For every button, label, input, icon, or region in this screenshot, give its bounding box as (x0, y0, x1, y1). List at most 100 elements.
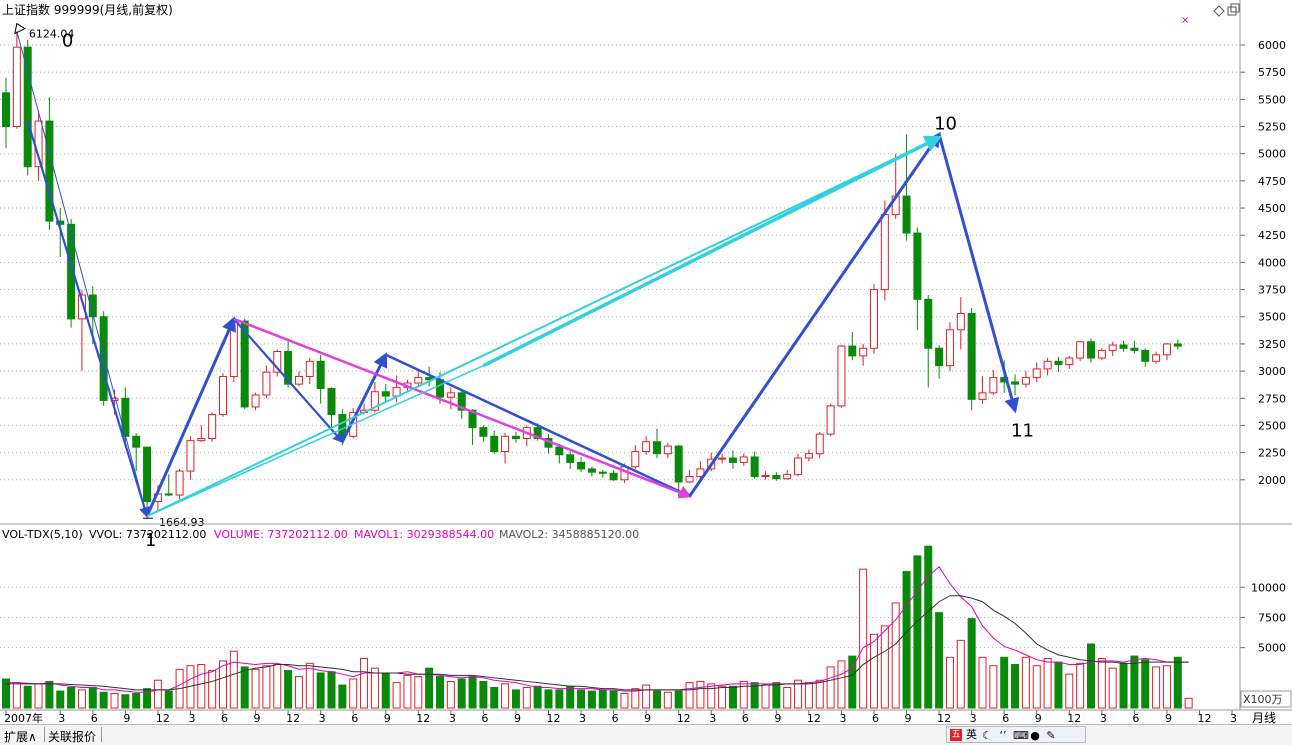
restore-icon[interactable] (1227, 3, 1240, 16)
time-tick-label: 9 (384, 712, 391, 725)
volume-bar (446, 680, 455, 709)
volume-bar (67, 686, 76, 709)
ime-toolbar[interactable]: 五 英 ☾ ‘’ ⌨ ● ✎ (946, 726, 1086, 743)
price-tick-label: 3500 (1258, 311, 1286, 324)
time-tick-label: 6 (872, 712, 879, 725)
volume-bar (143, 688, 152, 709)
wave-line (341, 352, 388, 443)
volume-bar (945, 656, 954, 709)
volume-bar (880, 625, 889, 709)
ime-lang-toggle[interactable]: 英 (966, 727, 977, 741)
time-tick-label: 9 (514, 712, 521, 725)
wave-line (385, 353, 692, 498)
volume-bar (1021, 656, 1030, 709)
volume-bar (1043, 657, 1052, 709)
candle-body (56, 220, 65, 225)
candle-body (414, 377, 423, 384)
price-tick-label: 4750 (1258, 175, 1286, 188)
wave-line (233, 317, 692, 499)
volume-bar (978, 656, 987, 709)
candle-body (685, 476, 694, 483)
time-tick-label: 9 (254, 712, 261, 725)
volume-bar (77, 689, 86, 709)
volume-bar (696, 680, 705, 709)
moon-icon[interactable]: ☾ (982, 728, 992, 742)
volume-bar (956, 639, 965, 709)
volume-bar (707, 683, 716, 709)
wave-number-label: 0 (62, 31, 73, 52)
ime-logo-icon[interactable]: 五 (950, 728, 962, 741)
volume-bar (848, 655, 857, 709)
volume-bar (902, 571, 911, 709)
candle-body (511, 435, 520, 439)
volume-bar (653, 690, 661, 709)
candle-body (1032, 368, 1041, 379)
candle-body (479, 427, 488, 437)
volume-bar (1130, 655, 1139, 709)
candle-body (794, 457, 803, 475)
candle-body (967, 312, 976, 400)
tab-divider (44, 727, 45, 742)
candle-body (587, 468, 596, 473)
volume-bar (370, 667, 379, 709)
volume-bar (1097, 657, 1106, 709)
tab-related-quotes[interactable]: 关联报价 (48, 730, 97, 744)
time-tick-label: 3 (1230, 712, 1237, 725)
price-tick-label: 2000 (1258, 474, 1286, 487)
candle-body (164, 493, 173, 496)
volume-grid (0, 586, 1240, 649)
time-tick-label: 3 (188, 712, 195, 725)
candlestick-series (2, 31, 1182, 517)
volume-bar (262, 665, 271, 709)
time-tick-label: 9 (1035, 712, 1042, 725)
volume-bar (240, 666, 249, 709)
time-tick-label: 9 (644, 712, 651, 725)
volume-bar (859, 568, 868, 709)
wrench-icon[interactable]: ✎ (1046, 728, 1056, 742)
volume-bar (12, 682, 21, 709)
volume-bar (132, 693, 141, 709)
candle-body (208, 414, 217, 439)
mavol2-line (6, 595, 1189, 691)
candle-body (913, 232, 922, 300)
candle-body (902, 195, 911, 234)
wave-line (146, 364, 484, 517)
keyboard-icon[interactable]: ⌨ (1013, 728, 1029, 742)
candle-body (653, 441, 661, 455)
price-tick-label: 6000 (1258, 39, 1286, 52)
wave-annotations: 6124.04 1664.93 0 1 10 11 (14, 22, 1034, 551)
price-axis: 2000 2250 2500 2750 3000 3250 3500 3750 4000 4250… (1240, 39, 1286, 487)
volume-bar (642, 684, 651, 709)
volume-unit-box (1240, 690, 1292, 708)
volume-bar (924, 545, 933, 709)
wave-line (146, 136, 940, 518)
chart-canvas[interactable]: 2000 2250 2500 2750 3000 3250 3500 3750 4000 4250… (0, 0, 1292, 725)
tab-extend[interactable]: 扩展∧ (4, 730, 37, 744)
volume-bar (826, 666, 835, 709)
time-tick-label: 12 (286, 712, 300, 725)
candle-body (772, 474, 781, 480)
diamond-icon[interactable] (1213, 5, 1225, 17)
volume-bar (381, 672, 390, 709)
volume-bar (989, 665, 998, 709)
candle-body (501, 435, 510, 453)
time-tick-label: 3 (319, 712, 326, 725)
volume-bar (967, 618, 976, 709)
punctuation-icon[interactable]: ‘’ (999, 728, 1007, 742)
volume-bar (804, 682, 813, 709)
volume-bar (750, 682, 759, 709)
time-tick-label: 2007年 (4, 711, 43, 725)
mavol1-value: MAVOL1: 3029388544.00 (354, 528, 494, 541)
price-tick-label: 2750 (1258, 392, 1286, 405)
candle-body (121, 397, 130, 437)
volume-bar (935, 612, 944, 709)
volume-bar (468, 676, 477, 709)
candle-body (229, 320, 238, 378)
price-grid (0, 44, 1240, 481)
candle-body (848, 345, 857, 357)
time-tick-label: 6 (1132, 712, 1139, 725)
volume-bar (349, 678, 358, 709)
user-icon[interactable]: ● (1030, 728, 1040, 742)
time-tick-label: 3 (449, 712, 456, 725)
volume-bar (34, 683, 43, 709)
